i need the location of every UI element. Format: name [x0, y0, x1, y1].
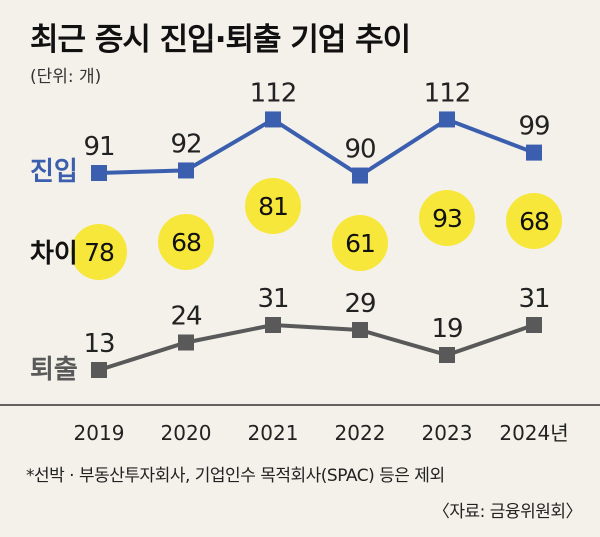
- series-line-entry: [98, 117, 535, 178]
- data-label-entry: 112: [250, 78, 297, 108]
- data-label-entry: 90: [344, 135, 375, 165]
- data-label-entry: 99: [518, 112, 549, 142]
- x-tick-label: 2019: [74, 421, 125, 445]
- data-label-entry: 91: [83, 132, 114, 162]
- data-label-entry: 92: [170, 129, 201, 159]
- series-label-entry: 진입: [30, 157, 78, 187]
- difference-label: 68: [519, 207, 549, 236]
- data-label-exit: 29: [344, 289, 375, 319]
- difference-bubble: [158, 214, 214, 270]
- data-point-exit: [178, 334, 194, 351]
- data-label-exit: 19: [431, 314, 462, 344]
- series-line-exit: [98, 322, 535, 372]
- data-point-entry: [439, 111, 455, 128]
- data-label-exit: 31: [518, 284, 549, 314]
- x-tick-label: 2021: [248, 421, 299, 445]
- data-label-exit: 13: [83, 329, 114, 359]
- difference-bubble: [332, 215, 388, 271]
- data-point-exit: [265, 317, 281, 333]
- difference-bubble: [71, 224, 127, 280]
- difference-label: 68: [171, 228, 201, 257]
- difference-bubble: [506, 193, 562, 249]
- x-tick-label: 2022: [335, 421, 386, 445]
- data-label-exit: 31: [257, 284, 288, 314]
- data-point-exit: [439, 347, 455, 363]
- x-tick-label: 2020: [161, 421, 212, 445]
- source: 〈자료: 금융위원회〉: [432, 502, 583, 522]
- data-point-exit: [526, 317, 542, 333]
- difference-bubble: [419, 190, 475, 246]
- data-label-entry: 112: [424, 78, 471, 108]
- data-point-entry: [526, 144, 542, 161]
- data-label-exit: 24: [170, 302, 202, 332]
- chart-title: 최근 증시 진입·퇴출 기업 추이: [30, 22, 411, 58]
- footnote: *선박 · 부동산투자회사, 기업인수 목적회사(SPAC) 등은 제외: [26, 466, 445, 486]
- series-label-exit: 퇴출: [30, 355, 78, 385]
- difference-label: 61: [345, 229, 375, 258]
- data-point-entry: [265, 111, 281, 128]
- data-point-entry: [352, 167, 368, 184]
- data-point-exit: [91, 362, 107, 378]
- data-point-exit: [352, 322, 368, 338]
- x-tick-label: 2023: [422, 421, 473, 445]
- difference-label: 93: [432, 204, 462, 233]
- data-point-entry: [178, 162, 194, 179]
- difference-label: 81: [258, 192, 288, 221]
- data-point-entry: [91, 165, 107, 181]
- difference-label: 78: [84, 238, 114, 267]
- series-label-diff: 차이: [30, 239, 78, 269]
- x-tick-label: 2024년: [499, 421, 568, 445]
- unit-label: (단위: 개): [30, 67, 102, 87]
- difference-bubble: [245, 178, 301, 234]
